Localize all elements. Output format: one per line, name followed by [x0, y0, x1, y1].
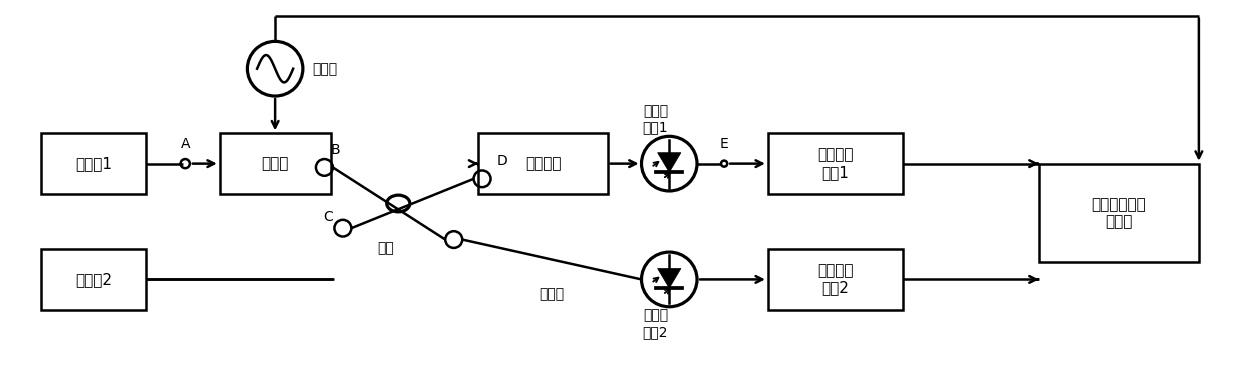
FancyBboxPatch shape [41, 133, 146, 194]
FancyBboxPatch shape [219, 133, 331, 194]
Text: A: A [181, 137, 190, 151]
Text: 控制及数据处
理模块: 控制及数据处 理模块 [1091, 197, 1146, 229]
Text: 光电探
测器2: 光电探 测器2 [642, 309, 668, 339]
FancyBboxPatch shape [768, 249, 903, 310]
Text: 耦合: 耦合 [378, 241, 394, 255]
Text: 光电探
测器1: 光电探 测器1 [642, 104, 668, 134]
Text: B: B [331, 143, 340, 157]
Text: 幅相提取
模块1: 幅相提取 模块1 [817, 147, 854, 180]
FancyBboxPatch shape [1039, 164, 1199, 262]
FancyBboxPatch shape [41, 249, 146, 310]
Text: 待测器件: 待测器件 [525, 156, 562, 171]
Polygon shape [657, 268, 681, 288]
Text: D: D [497, 154, 507, 168]
Polygon shape [657, 153, 681, 172]
Text: E: E [719, 137, 728, 151]
Text: 调制器: 调制器 [262, 156, 289, 171]
Text: 参考路: 参考路 [539, 287, 564, 301]
FancyBboxPatch shape [479, 133, 608, 194]
Text: 幅相提取
模块2: 幅相提取 模块2 [817, 263, 854, 296]
Text: C: C [324, 210, 334, 224]
Text: 光频梳2: 光频梳2 [74, 272, 112, 287]
FancyBboxPatch shape [768, 133, 903, 194]
Text: 微波源: 微波源 [312, 62, 337, 76]
Text: 光频梳1: 光频梳1 [74, 156, 112, 171]
